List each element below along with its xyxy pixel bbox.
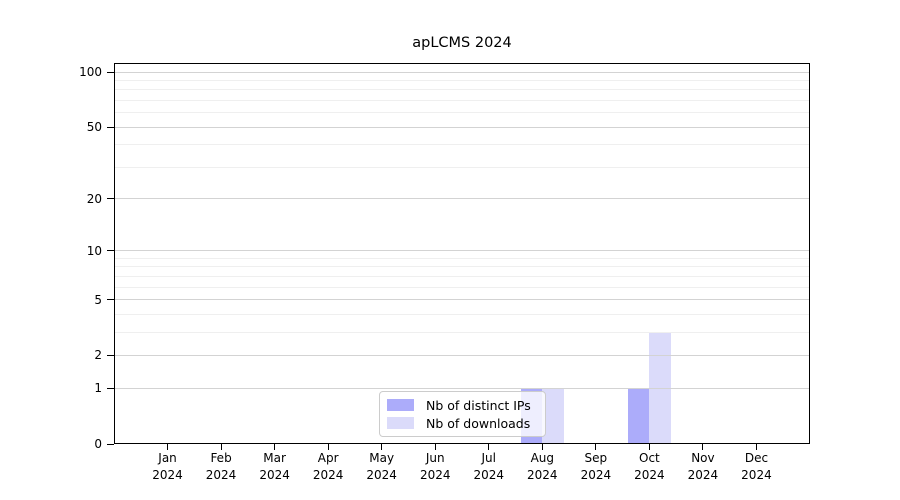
x-axis-tick-oct: [648, 444, 650, 450]
y-axis-tick-label-20: 20: [86, 191, 102, 206]
bar-downloads-oct: [649, 332, 671, 444]
y-axis-tick-100: [107, 71, 114, 73]
y-axis-tick-5: [107, 299, 114, 301]
plot-area: [114, 63, 810, 444]
x-axis-tick-mar: [274, 444, 276, 450]
y-axis-tick-label-0: 0: [94, 437, 102, 451]
x-axis-month-label-feb: Feb 2024: [205, 451, 237, 482]
x-axis-tick-feb: [220, 444, 222, 450]
x-axis-month-label-jun: Jun 2024: [419, 451, 451, 482]
y-axis-tick-label-1: 1: [94, 381, 102, 396]
x-axis-tick-sep: [595, 444, 597, 450]
y-axis-tick-1: [107, 387, 114, 389]
x-axis-month-label-oct: Oct 2024: [634, 451, 665, 482]
x-axis-month-label-sep: Sep 2024: [580, 451, 612, 482]
bar-layer: [114, 63, 810, 444]
y-axis-tick-label-10: 10: [86, 243, 102, 258]
x-axis-month-label-may: May 2024: [366, 451, 397, 482]
x-axis-tick-aug: [541, 444, 543, 450]
y-axis-tick-label-50: 50: [86, 120, 102, 135]
x-axis-tick-jan: [167, 444, 169, 450]
x-axis-tick-dec: [755, 444, 757, 450]
x-axis-month-label-aug: Aug 2024: [527, 451, 558, 482]
legend-item-distinct-ips: Nb of distinct IPs: [387, 398, 538, 413]
x-axis-tick-jun: [434, 444, 436, 450]
x-axis-month-label-mar: Mar 2024: [259, 451, 290, 482]
y-axis-tick-10: [107, 250, 114, 252]
y-axis-tick-0: [107, 443, 114, 445]
legend-item-downloads: Nb of downloads: [387, 416, 538, 431]
legend-swatch-distinct-ips: [387, 399, 414, 411]
legend: Nb of distinct IPs Nb of downloads: [379, 391, 546, 437]
y-axis-tick-20: [107, 198, 114, 200]
x-axis-month-label-jul: Jul 2024: [473, 451, 505, 482]
x-axis-tick-may: [381, 444, 383, 450]
legend-label-distinct-ips: Nb of distinct IPs: [426, 397, 531, 413]
legend-swatch-downloads: [387, 417, 414, 429]
x-axis-tick-apr: [327, 444, 329, 450]
y-axis-tick-label-5: 5: [94, 292, 102, 307]
y-axis-tick-2: [107, 354, 114, 356]
x-axis-month-label-nov: Nov 2024: [687, 451, 719, 482]
bar-distinct_ips-oct: [627, 388, 650, 444]
y-axis-tick-50: [107, 126, 114, 128]
y-axis-tick-label-2: 2: [94, 348, 102, 363]
x-axis-month-label-jan: Jan 2024: [152, 451, 183, 482]
y-axis-tick-label-100: 100: [79, 65, 102, 80]
x-axis-month-label-dec: Dec 2024: [741, 451, 772, 482]
x-axis-tick-jul: [488, 444, 490, 450]
legend-label-downloads: Nb of downloads: [426, 415, 531, 431]
x-axis-month-label-apr: Apr 2024: [312, 451, 344, 482]
bar-downloads-aug: [542, 388, 564, 444]
chart-title: apLCMS 2024: [412, 35, 512, 51]
x-axis-tick-nov: [702, 444, 704, 450]
